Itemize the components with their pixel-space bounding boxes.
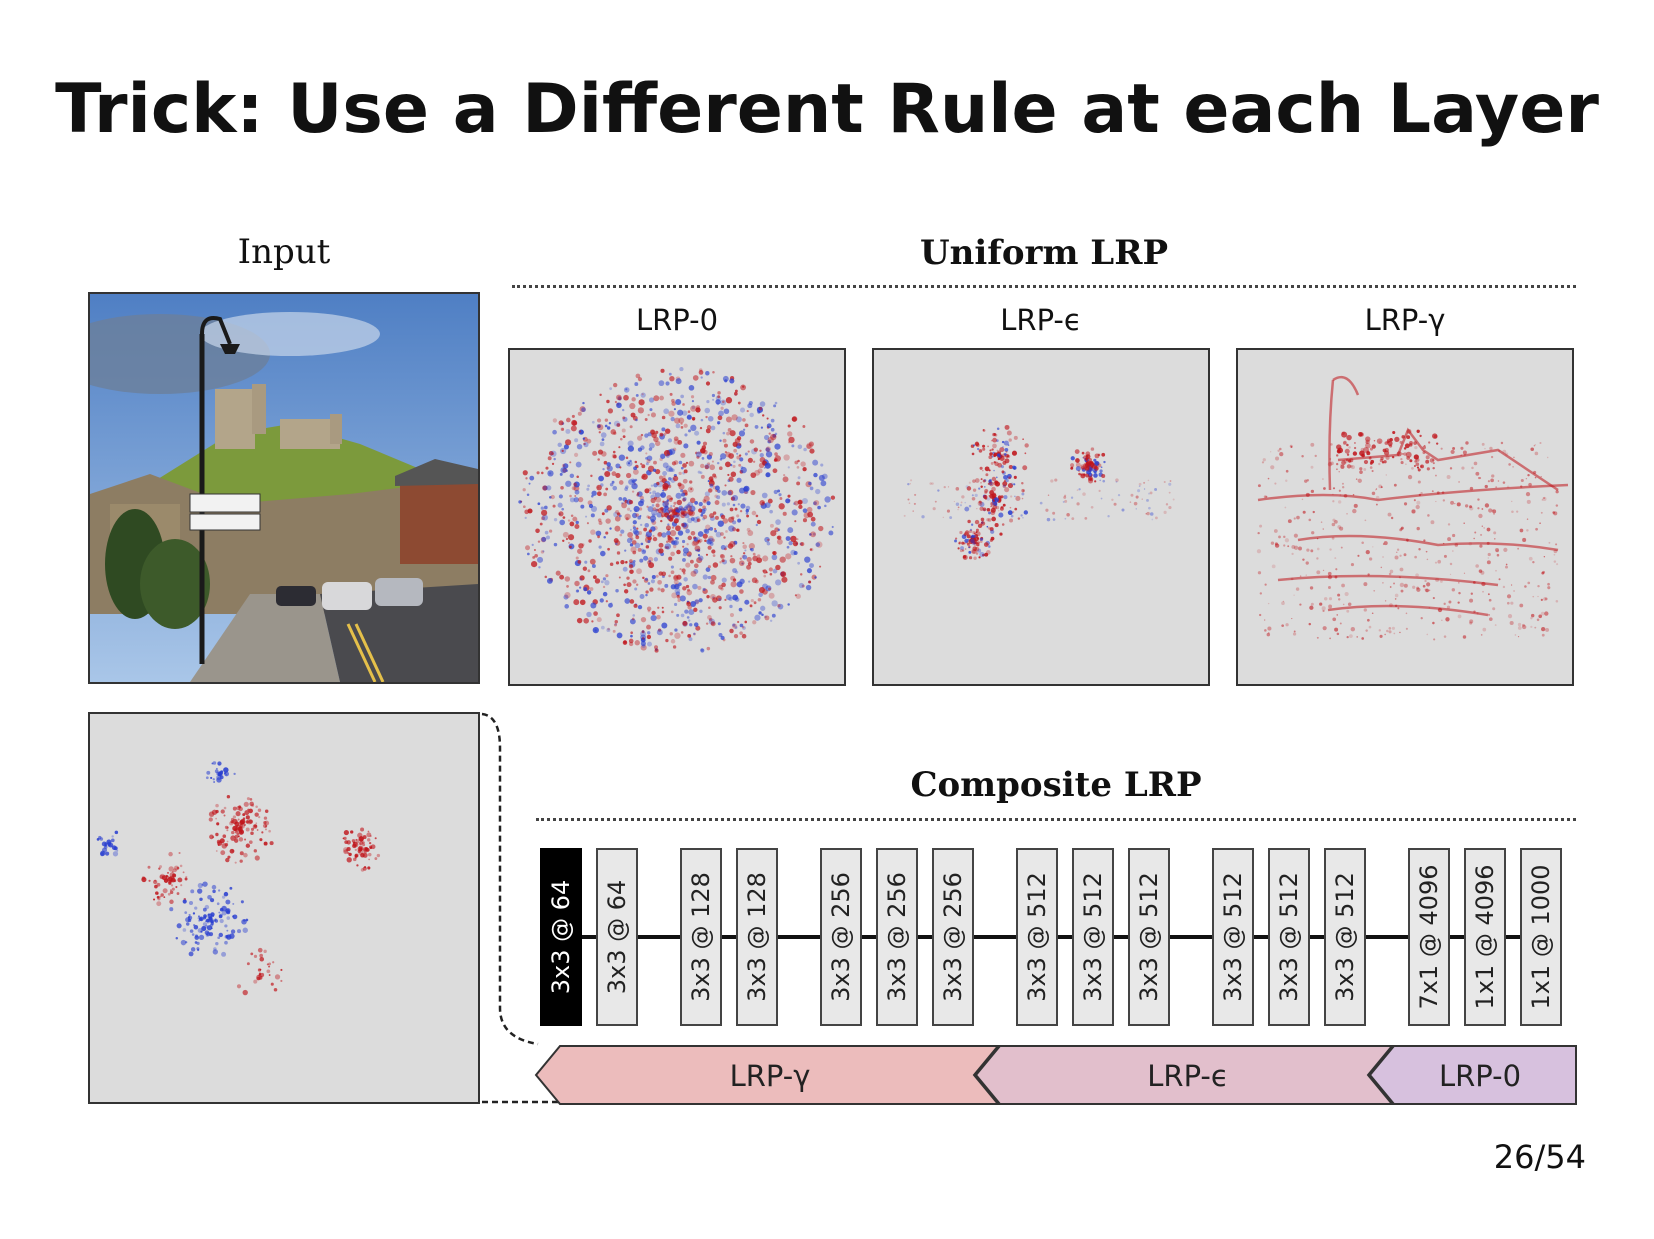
layer-label: 3x3 @ 512: [1219, 872, 1247, 1002]
layer-box: 3x3 @ 256: [820, 848, 862, 1026]
rule-arrow-lrp-epsilon: [974, 1045, 1395, 1105]
slide-title: Trick: Use a Different Rule at each Laye…: [55, 70, 1599, 149]
layer-label: 3x3 @ 512: [1023, 872, 1051, 1002]
layer-label: 1x1 @ 4096: [1471, 864, 1499, 1010]
rule-label-lrp-epsilon: LRP-ϵ: [1147, 1059, 1228, 1093]
layer-label: 3x3 @ 256: [827, 872, 855, 1002]
layer-box: 3x3 @ 512: [1324, 848, 1366, 1026]
layer-box: 3x3 @ 64: [596, 848, 638, 1026]
layer-box: 7x1 @ 4096: [1408, 848, 1450, 1026]
layer-label: 3x3 @ 64: [603, 879, 631, 995]
layer-label: 3x3 @ 128: [687, 872, 715, 1002]
layer-box: 3x3 @ 256: [876, 848, 918, 1026]
panel-label-lrp-gamma: LRP-γ: [1364, 303, 1446, 337]
layer-box: 3x3 @ 64: [540, 848, 582, 1026]
page-number: 26/54: [1493, 1138, 1586, 1176]
layer-label: 3x3 @ 256: [939, 872, 967, 1002]
dashed-bracket: [481, 712, 558, 1104]
layer-label: 3x3 @ 512: [1275, 872, 1303, 1002]
input-image: [88, 292, 480, 684]
uniform-lrp-title: Uniform LRP: [919, 233, 1169, 273]
layer-label: 3x3 @ 512: [1135, 872, 1163, 1002]
layer-box: 3x3 @ 512: [1128, 848, 1170, 1026]
heatmap-lrp-0: [508, 348, 846, 686]
heatmap-lrp-epsilon: [872, 348, 1210, 686]
panel-label-lrp-epsilon: LRP-ϵ: [1000, 303, 1082, 337]
layer-label: 3x3 @ 512: [1079, 872, 1107, 1002]
layer-label: 3x3 @ 512: [1331, 872, 1359, 1002]
rule-arrows: LRP-γ LRP-ϵ LRP-0: [534, 1045, 1577, 1105]
layer-box: 1x1 @ 1000: [1520, 848, 1562, 1026]
rule-arrow-lrp-0: [1368, 1045, 1577, 1105]
composite-divider: [536, 818, 1576, 821]
panel-label-lrp-0: LRP-0: [635, 303, 719, 337]
input-label: Input: [237, 232, 331, 272]
rule-label-lrp-gamma: LRP-γ: [730, 1059, 811, 1093]
rule-label-lrp-0: LRP-0: [1439, 1059, 1521, 1093]
layer-label: 3x3 @ 256: [883, 872, 911, 1002]
layer-label: 3x3 @ 64: [547, 879, 575, 995]
layer-box: 3x3 @ 512: [1268, 848, 1310, 1026]
layer-box: 3x3 @ 512: [1212, 848, 1254, 1026]
layer-box: 3x3 @ 512: [1016, 848, 1058, 1026]
heatmap-lrp-gamma: [1236, 348, 1574, 686]
layer-box: 1x1 @ 4096: [1464, 848, 1506, 1026]
heatmap-composite: [88, 712, 480, 1104]
layer-box: 3x3 @ 128: [680, 848, 722, 1026]
layer-label: 7x1 @ 4096: [1415, 864, 1443, 1010]
composite-lrp-title: Composite LRP: [910, 765, 1202, 805]
layer-label: 1x1 @ 1000: [1527, 864, 1555, 1010]
uniform-divider: [512, 285, 1576, 288]
layer-label: 3x3 @ 128: [743, 872, 771, 1002]
layer-box: 3x3 @ 512: [1072, 848, 1114, 1026]
layer-box: 3x3 @ 256: [932, 848, 974, 1026]
rule-arrow-lrp-gamma: [534, 1045, 1001, 1105]
layer-box: 3x3 @ 128: [736, 848, 778, 1026]
